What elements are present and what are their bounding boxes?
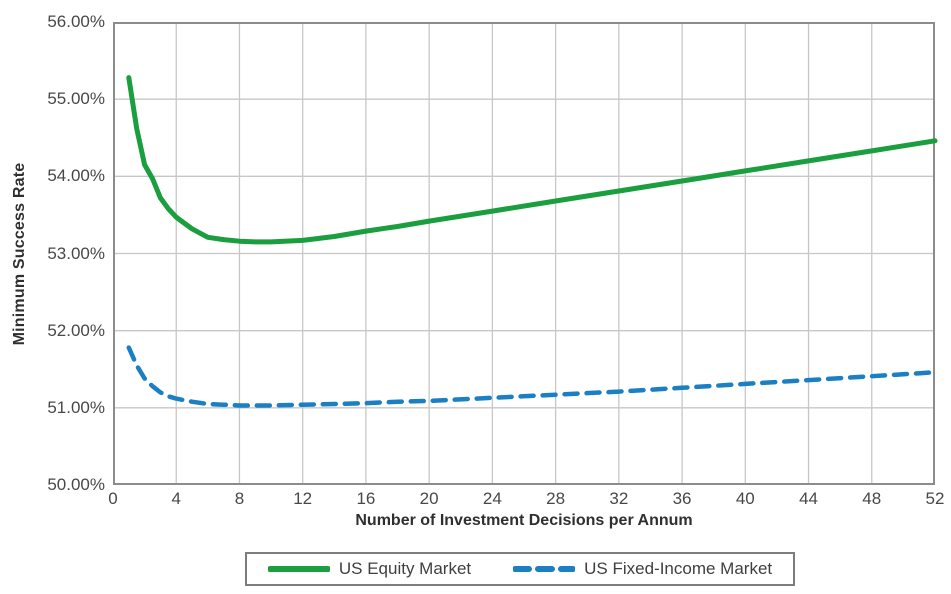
y-tick-label: 53.00% [47, 243, 105, 263]
x-tick-label: 0 [108, 489, 118, 508]
y-tick-label: 54.00% [47, 166, 105, 186]
y-tick-label: 55.00% [47, 89, 105, 109]
x-tick-label: 40 [735, 489, 755, 508]
y-tick-label: 52.00% [47, 320, 105, 340]
x-tick-label: 32 [609, 489, 629, 508]
x-tick-label: 36 [672, 489, 692, 508]
x-tick-label: 48 [862, 489, 882, 508]
x-tick-label: 28 [546, 489, 566, 508]
legend: US Equity Market US Fixed-Income Market [245, 552, 795, 586]
x-tick-label: 16 [356, 489, 376, 508]
x-tick-label: 52 [925, 489, 945, 508]
y-tick-label: 56.00% [47, 12, 105, 31]
legend-item: US Fixed-Income Market [513, 559, 772, 579]
y-tick-label: 51.00% [47, 397, 105, 417]
x-tick-label: 4 [171, 489, 181, 508]
x-tick-label: 44 [799, 489, 818, 508]
x-tick-label: 12 [293, 489, 313, 508]
x-tick-label: 8 [234, 489, 245, 508]
plot-border [113, 22, 935, 485]
legend-dashed-line-swatch [513, 565, 576, 573]
x-tick-label: 20 [419, 489, 439, 508]
y-tick-label: 50.00% [47, 475, 105, 494]
series-line-solid [126, 75, 938, 245]
legend-label: US Equity Market [338, 559, 472, 578]
legend-solid-line-swatch [267, 565, 330, 573]
plot-area [113, 22, 938, 485]
legend-label: US Fixed-Income Market [584, 559, 773, 578]
series-line-dashed [126, 345, 938, 408]
x-tick-label: 24 [482, 489, 502, 508]
x-axis-title: Number of Investment Decisions per Annum [355, 512, 693, 529]
legend-item: US Equity Market [267, 559, 472, 579]
